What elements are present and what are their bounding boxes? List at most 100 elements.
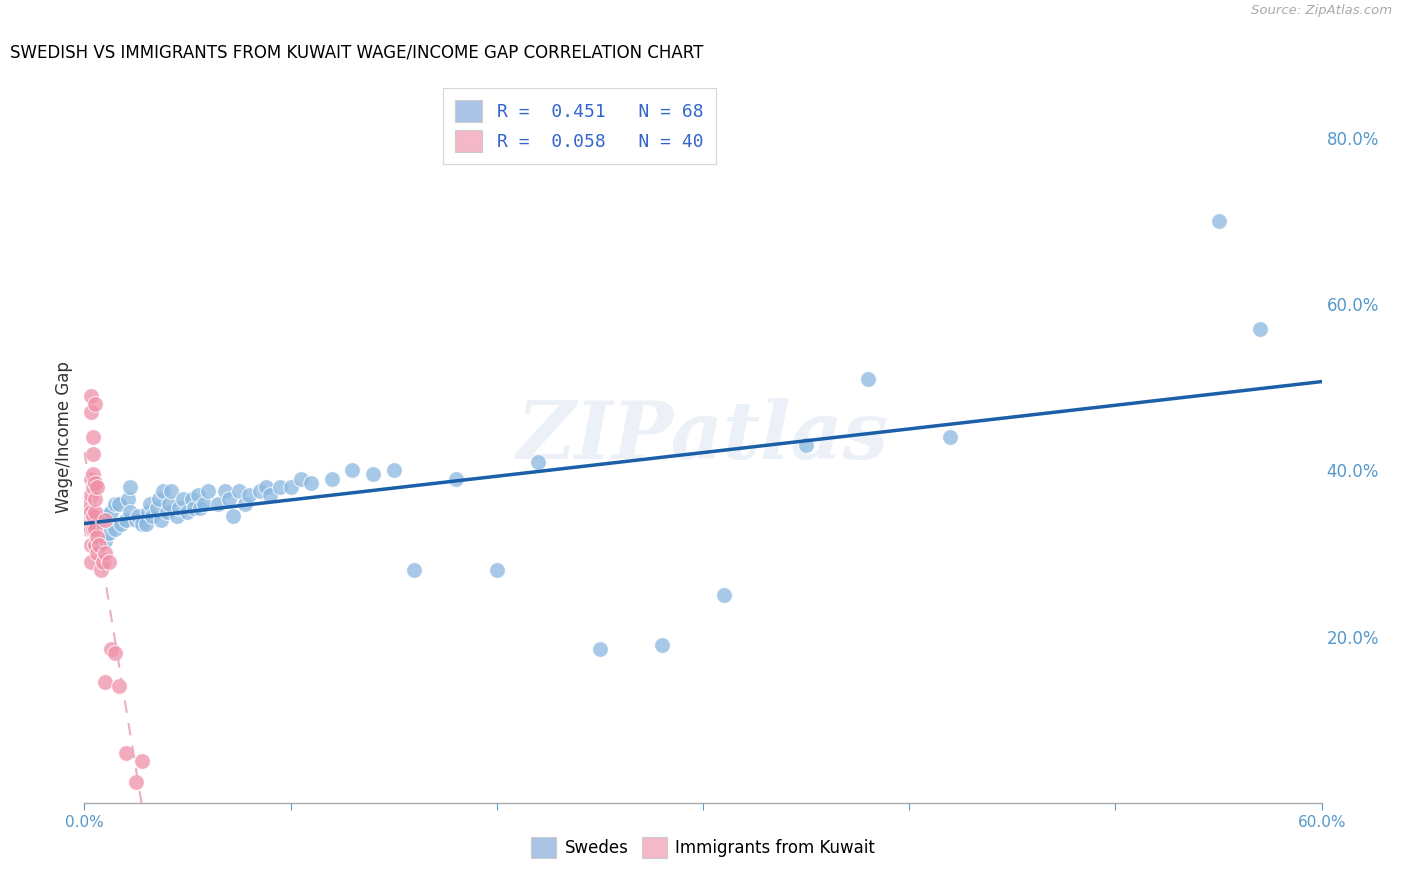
Point [86,480,108,494]
Point [104,646,127,660]
Point [79,555,101,569]
Point [188,500,211,515]
Point [145,500,167,515]
Point [180,492,202,507]
Point [342,463,364,477]
Point [117,492,139,507]
Point [1208,214,1230,228]
Point [94,509,117,524]
Point [98,525,121,540]
Point [82,430,104,444]
Point [86,546,108,560]
Point [141,509,163,524]
Point [148,492,170,507]
Point [82,447,104,461]
Point [382,463,405,477]
Point [125,775,148,789]
Point [280,480,302,494]
Point [79,488,101,502]
Point [100,505,122,519]
Point [94,546,117,560]
Point [82,467,104,482]
Point [233,497,256,511]
Point [139,497,162,511]
Point [214,484,236,499]
Point [77,513,100,527]
Point [249,484,271,499]
Point [82,509,104,524]
Point [193,497,215,511]
Point [176,505,198,519]
Point [100,642,122,657]
Point [98,555,121,569]
Point [228,484,250,499]
Point [713,588,735,602]
Point [79,521,101,535]
Point [172,492,194,507]
Text: ZIPatlas: ZIPatlas [517,399,889,475]
Point [83,538,105,552]
Point [79,472,101,486]
Point [136,505,159,519]
Point [110,517,132,532]
Point [183,500,205,515]
Point [108,497,131,511]
Point [290,472,312,486]
Point [77,497,100,511]
Point [82,480,104,494]
Point [794,438,817,452]
Point [149,513,172,527]
Point [259,488,281,502]
Point [856,372,879,386]
Point [207,497,229,511]
Point [108,680,131,694]
Point [651,638,673,652]
Point [187,488,209,502]
Point [91,555,114,569]
Point [157,497,180,511]
Point [118,480,141,494]
Point [104,497,127,511]
Point [152,484,174,499]
Point [254,480,277,494]
Point [114,513,136,527]
Point [135,517,157,532]
Point [104,521,127,535]
Point [218,492,240,507]
Point [939,430,962,444]
Point [167,500,190,515]
Point [94,675,117,690]
Point [131,754,153,768]
Point [131,517,153,532]
Point [125,513,148,527]
Point [118,505,141,519]
Y-axis label: Wage/Income Gap: Wage/Income Gap [55,361,73,513]
Legend: Swedes, Immigrants from Kuwait: Swedes, Immigrants from Kuwait [522,827,884,868]
Point [83,492,105,507]
Point [94,513,117,527]
Point [589,642,612,657]
Point [114,746,136,760]
Point [83,505,105,519]
Point [269,480,291,494]
Point [87,538,110,552]
Text: SWEDISH VS IMMIGRANTS FROM KUWAIT WAGE/INCOME GAP CORRELATION CHART: SWEDISH VS IMMIGRANTS FROM KUWAIT WAGE/I… [10,44,703,62]
Point [1249,322,1271,336]
Point [83,521,105,535]
Point [127,509,149,524]
Text: Source: ZipAtlas.com: Source: ZipAtlas.com [1251,4,1392,18]
Point [83,521,105,535]
Point [86,530,108,544]
Point [222,509,245,524]
Point [166,509,188,524]
Point [79,505,101,519]
Point [156,505,179,519]
Point [90,513,112,527]
Point [299,475,322,490]
Point [90,563,112,577]
Point [83,475,105,490]
Point [238,488,260,502]
Point [197,484,219,499]
Point [321,472,343,486]
Point [444,472,467,486]
